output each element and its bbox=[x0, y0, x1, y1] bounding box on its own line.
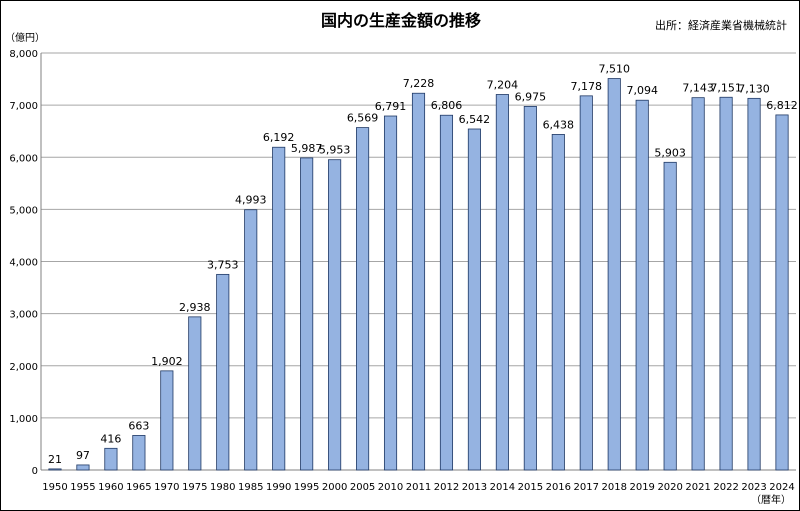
x-tick-label: 1980 bbox=[210, 482, 235, 493]
data-label: 3,753 bbox=[207, 258, 239, 271]
bar bbox=[132, 435, 146, 471]
y-axis-unit: （億円） bbox=[5, 33, 45, 44]
x-tick-label: 1970 bbox=[154, 482, 179, 493]
bar bbox=[747, 97, 761, 471]
x-tick-label: 1960 bbox=[98, 482, 123, 493]
y-tick-label: 0 bbox=[32, 466, 38, 477]
bar bbox=[48, 468, 62, 471]
data-label: 5,987 bbox=[291, 142, 323, 155]
data-label: 416 bbox=[100, 432, 121, 445]
bar bbox=[411, 92, 426, 471]
bar bbox=[300, 157, 314, 471]
bar bbox=[439, 114, 454, 471]
data-label: 6,791 bbox=[375, 100, 407, 113]
data-label: 21 bbox=[48, 453, 62, 466]
data-label: 7,094 bbox=[626, 84, 658, 97]
data-label: 7,178 bbox=[571, 80, 603, 93]
data-label: 7,130 bbox=[738, 82, 770, 95]
x-tick-label: 2023 bbox=[741, 482, 766, 493]
x-tick-label: 2000 bbox=[322, 482, 347, 493]
x-tick-label: 1995 bbox=[294, 482, 319, 493]
y-tick-label: 7,000 bbox=[9, 101, 38, 112]
data-label: 1,902 bbox=[151, 355, 183, 368]
x-tick-label: 2018 bbox=[602, 482, 627, 493]
bar bbox=[551, 134, 565, 471]
x-tick-label: 2019 bbox=[629, 482, 654, 493]
x-tick-label: 2016 bbox=[546, 482, 571, 493]
bar bbox=[76, 464, 90, 471]
x-tick-label: 2005 bbox=[350, 482, 375, 493]
bar bbox=[691, 97, 705, 471]
y-tick-label: 5,000 bbox=[9, 205, 38, 216]
x-tick-label: 2010 bbox=[378, 482, 403, 493]
data-label: 6,812 bbox=[766, 99, 798, 112]
x-tick-label: 1990 bbox=[266, 482, 291, 493]
bar bbox=[383, 115, 398, 471]
x-tick-label: 2024 bbox=[769, 482, 794, 493]
x-tick-label: 1955 bbox=[70, 482, 95, 493]
x-tick-label: 2017 bbox=[574, 482, 599, 493]
bar bbox=[188, 316, 202, 471]
y-tick-label: 1,000 bbox=[9, 414, 38, 425]
y-tick-label: 8,000 bbox=[9, 49, 38, 60]
data-label: 5,903 bbox=[654, 146, 686, 159]
bar bbox=[663, 161, 677, 471]
bar bbox=[523, 106, 537, 471]
bar bbox=[495, 94, 509, 471]
data-label: 7,204 bbox=[487, 78, 519, 91]
bar bbox=[467, 128, 481, 471]
y-tick-label: 6,000 bbox=[9, 153, 38, 164]
bar bbox=[719, 96, 733, 471]
x-tick-label: 2021 bbox=[685, 482, 710, 493]
data-label: 7,228 bbox=[403, 77, 435, 90]
data-label: 6,806 bbox=[431, 99, 463, 112]
x-tick-label: 1975 bbox=[182, 482, 207, 493]
data-label: 5,953 bbox=[319, 144, 351, 157]
bar bbox=[635, 99, 649, 471]
x-axis-unit: （暦年） bbox=[751, 495, 791, 506]
data-label: 4,993 bbox=[235, 194, 267, 207]
x-tick-label: 2022 bbox=[713, 482, 738, 493]
bar bbox=[216, 273, 230, 471]
data-label: 6,542 bbox=[459, 113, 491, 126]
data-label: 6,438 bbox=[543, 118, 575, 131]
x-tick-label: 2013 bbox=[462, 482, 487, 493]
data-label: 2,938 bbox=[179, 301, 211, 314]
data-label: 663 bbox=[128, 419, 149, 432]
bar bbox=[607, 78, 621, 471]
bar bbox=[328, 159, 342, 471]
y-tick-label: 4,000 bbox=[9, 258, 38, 269]
data-label: 7,143 bbox=[682, 82, 714, 95]
y-tick-label: 2,000 bbox=[9, 362, 38, 373]
bar bbox=[579, 95, 593, 471]
x-tick-label: 2012 bbox=[434, 482, 459, 493]
x-tick-label: 1950 bbox=[42, 482, 67, 493]
data-label: 7,151 bbox=[710, 81, 742, 94]
x-tick-label: 1985 bbox=[238, 482, 263, 493]
x-tick-label: 2014 bbox=[490, 482, 515, 493]
bar bbox=[775, 114, 789, 471]
data-label: 6,192 bbox=[263, 131, 295, 144]
data-label: 7,510 bbox=[598, 63, 630, 76]
bar bbox=[356, 127, 370, 471]
x-tick-label: 1965 bbox=[126, 482, 151, 493]
x-tick-label: 2015 bbox=[518, 482, 543, 493]
bar bbox=[104, 447, 118, 471]
chart-title: 国内の生産金額の推移 bbox=[320, 11, 481, 30]
x-tick-label: 2020 bbox=[657, 482, 682, 493]
bar bbox=[272, 146, 286, 471]
source-note: 出所：経済産業省機械統計 bbox=[655, 19, 787, 32]
data-label: 97 bbox=[76, 449, 90, 462]
y-tick-label: 3,000 bbox=[9, 310, 38, 321]
data-label: 6,569 bbox=[347, 112, 379, 125]
bar bbox=[160, 370, 174, 471]
bar bbox=[244, 209, 258, 471]
data-label: 6,975 bbox=[515, 90, 547, 103]
x-tick-label: 2011 bbox=[406, 482, 431, 493]
